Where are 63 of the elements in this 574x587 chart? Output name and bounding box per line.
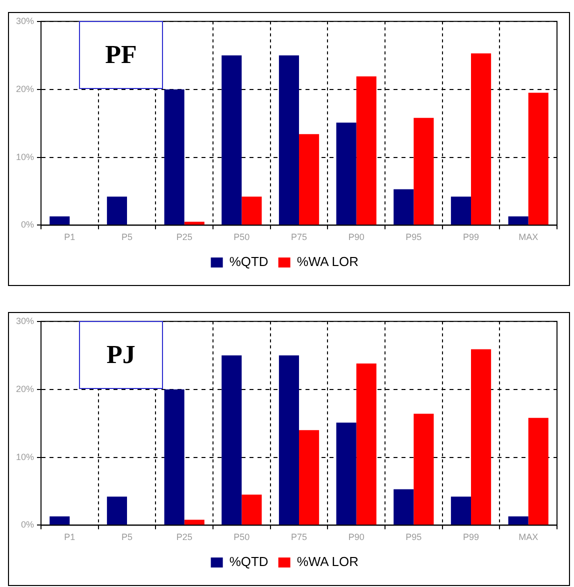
bar: [164, 89, 184, 225]
bar: [222, 55, 242, 225]
bar: [336, 122, 356, 225]
legend-label: %WA LOR: [296, 254, 358, 270]
bar: [471, 349, 492, 525]
x-tick-label: MAX: [518, 232, 538, 242]
x-tick-label: P1: [64, 232, 76, 242]
x-tick-label: P50: [234, 232, 250, 242]
bar: [278, 55, 300, 225]
bar: [336, 422, 356, 525]
bar: [106, 496, 128, 525]
bar: [242, 196, 262, 225]
y-tick-label: 0%: [21, 220, 34, 230]
y-tick-label: 30%: [16, 16, 34, 26]
x-tick-label: P50: [234, 532, 250, 542]
bar: [242, 494, 262, 525]
bar: [278, 355, 300, 525]
bar: [450, 196, 471, 225]
bar: [50, 516, 70, 525]
y-tick-label: 10%: [16, 452, 34, 462]
bar: [394, 489, 414, 525]
legend-label: %QTD: [229, 254, 268, 270]
x-tick-label: P5: [122, 232, 133, 242]
bar: [508, 216, 528, 225]
y-tick-label: 20%: [16, 84, 34, 94]
bar: [184, 520, 204, 525]
y-tick-label: 30%: [16, 316, 34, 326]
x-tick-label: P99: [462, 232, 480, 242]
text: PF: [79, 21, 163, 89]
bar: [106, 196, 128, 225]
x-tick-label: P25: [176, 232, 192, 242]
y-tick-label: 0%: [21, 520, 34, 530]
x-tick-label: MAX: [518, 532, 538, 542]
text: PJ: [79, 321, 163, 389]
bar: [450, 496, 471, 525]
bar: [356, 76, 376, 225]
x-tick-label: P25: [176, 532, 192, 542]
bar: [414, 414, 434, 525]
bar: [394, 189, 414, 225]
bar: [299, 430, 320, 525]
y-tick-label: 10%: [16, 152, 34, 162]
x-tick-label: P90: [348, 232, 364, 242]
bar: [356, 364, 376, 525]
bar: [414, 118, 434, 225]
x-tick-label: P75: [291, 532, 308, 542]
legend-label: %QTD: [229, 554, 268, 570]
bar: [471, 53, 492, 225]
bar: [508, 516, 528, 525]
bar: [299, 134, 320, 225]
x-tick-label: P1: [64, 532, 76, 542]
bar: [50, 216, 70, 225]
bar: [222, 355, 242, 525]
y-tick-label: 20%: [16, 384, 34, 394]
legend-label: %WA LOR: [296, 554, 358, 570]
x-tick-label: P95: [406, 532, 422, 542]
x-tick-label: P99: [462, 532, 480, 542]
bar: [528, 92, 548, 225]
x-tick-label: P90: [348, 532, 364, 542]
x-tick-label: P95: [406, 232, 422, 242]
bar: [164, 389, 184, 525]
x-tick-label: P5: [122, 532, 133, 542]
bar: [528, 418, 548, 525]
x-tick-label: P75: [291, 232, 308, 242]
